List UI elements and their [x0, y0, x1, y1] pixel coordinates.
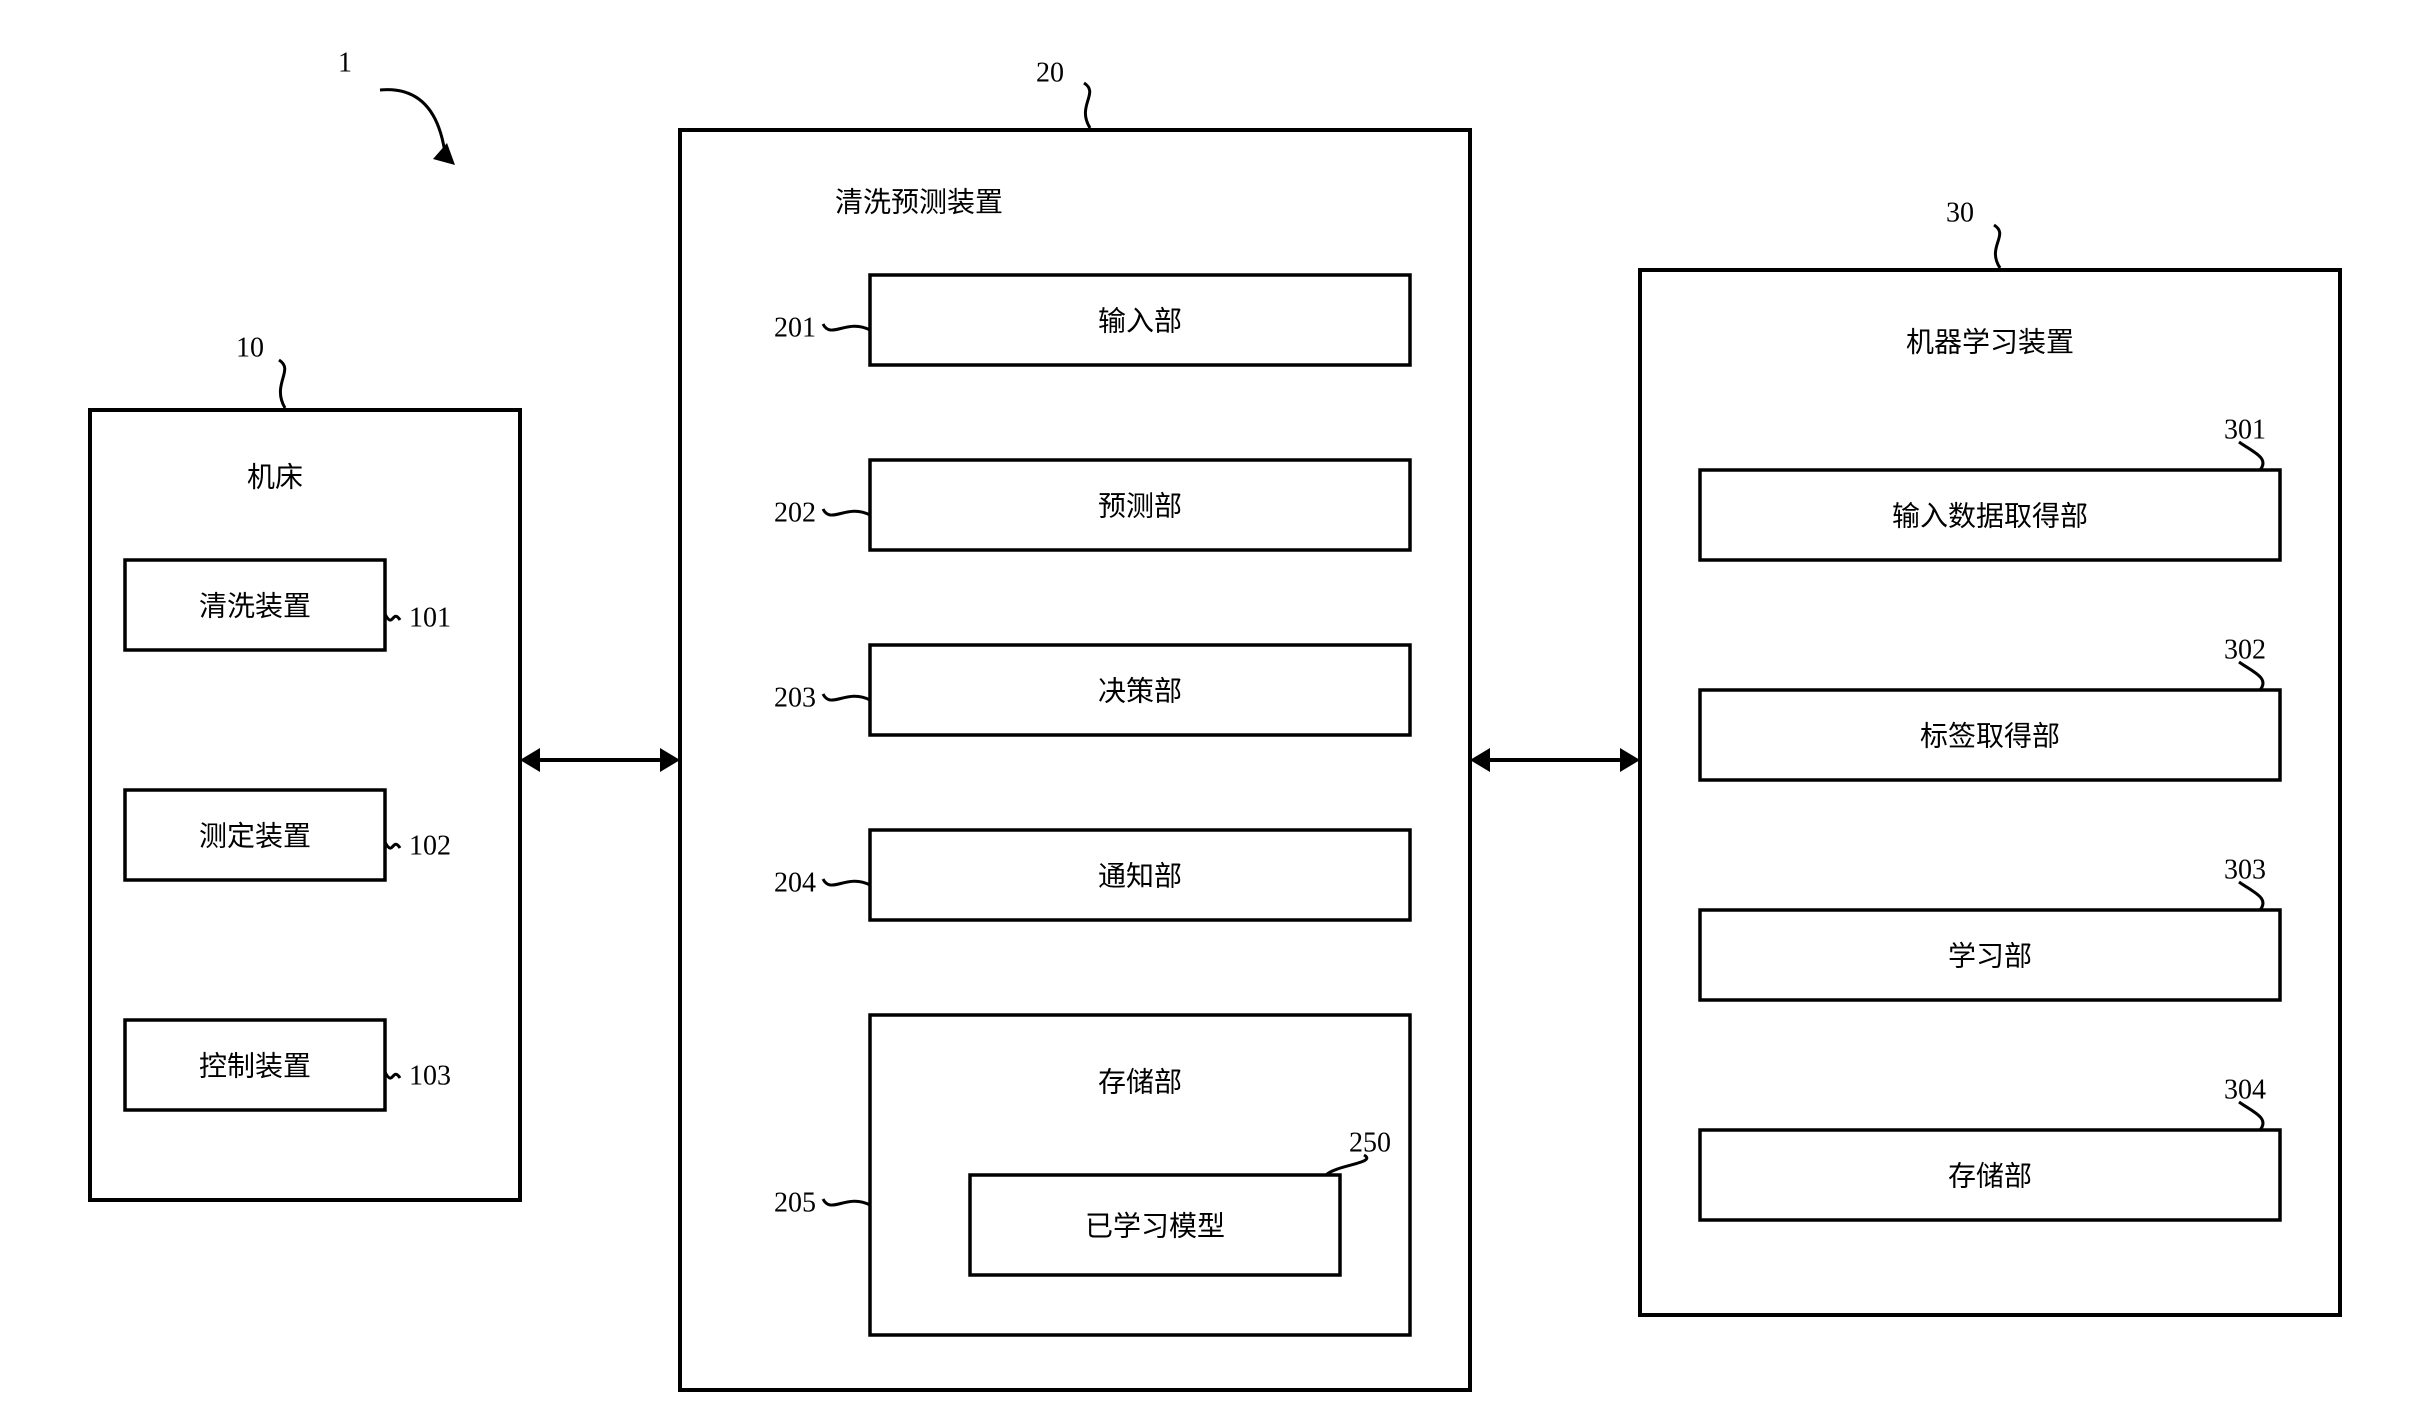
- ref-302: 302: [2224, 634, 2266, 665]
- label-303: 学习部: [1948, 940, 2032, 972]
- ref-ml-device: 30: [1946, 197, 1974, 228]
- ref-cleaning-prediction: 20: [1036, 57, 1064, 88]
- lead-102: [385, 842, 400, 848]
- lead-304: [2239, 1102, 2263, 1130]
- label-202: 预测部: [1098, 490, 1182, 522]
- label-204: 通知部: [1098, 860, 1182, 892]
- ref-machine-tool: 10: [236, 332, 264, 363]
- label-302: 标签取得部: [1920, 720, 2060, 752]
- label-103: 控制装置: [199, 1050, 311, 1082]
- lead-ml-device: [1994, 225, 2000, 268]
- ref-250: 250: [1349, 1127, 1391, 1158]
- lead-301: [2239, 442, 2263, 470]
- ref-301: 301: [2224, 414, 2266, 445]
- lead-201: [823, 324, 870, 330]
- ref-103: 103: [409, 1060, 451, 1091]
- label-201: 输入部: [1098, 305, 1182, 337]
- lead-203: [823, 694, 870, 700]
- ref-201: 201: [774, 312, 816, 343]
- lead-303: [2239, 882, 2263, 910]
- ref-101: 101: [409, 602, 451, 633]
- ref-202: 202: [774, 497, 816, 528]
- lead-103: [385, 1072, 400, 1078]
- label-304: 存储部: [1948, 1160, 2032, 1192]
- ref-204: 204: [774, 867, 816, 898]
- label-205: 存储部: [1098, 1066, 1182, 1098]
- label-203: 决策部: [1098, 675, 1182, 707]
- block-ml-device: [1640, 225, 2340, 1315]
- label-250: 已学习模型: [1085, 1210, 1225, 1242]
- title-machine-tool: 机床: [247, 461, 303, 493]
- lead-101: [385, 614, 400, 620]
- ref-203: 203: [774, 682, 816, 713]
- lead-205: [823, 1199, 870, 1205]
- ref-205: 205: [774, 1187, 816, 1218]
- lead-machine-tool: [279, 360, 285, 408]
- title-ml-device: 机器学习装置: [1906, 326, 2074, 358]
- title-cleaning-prediction: 清洗预测装置: [835, 186, 1003, 218]
- ref-304: 304: [2224, 1074, 2266, 1105]
- lead-204: [823, 879, 870, 885]
- connector-c2: [1470, 748, 1640, 772]
- label-102: 测定装置: [199, 820, 311, 852]
- global-arrow-line: [380, 90, 445, 153]
- lead-202: [823, 509, 870, 515]
- label-301: 输入数据取得部: [1892, 500, 2088, 532]
- global-ref: 1: [338, 47, 352, 78]
- lead-cleaning-prediction: [1084, 83, 1090, 128]
- connector-c1: [520, 748, 680, 772]
- ref-303: 303: [2224, 854, 2266, 885]
- lead-302: [2239, 662, 2263, 690]
- label-101: 清洗装置: [199, 590, 311, 622]
- ref-102: 102: [409, 830, 451, 861]
